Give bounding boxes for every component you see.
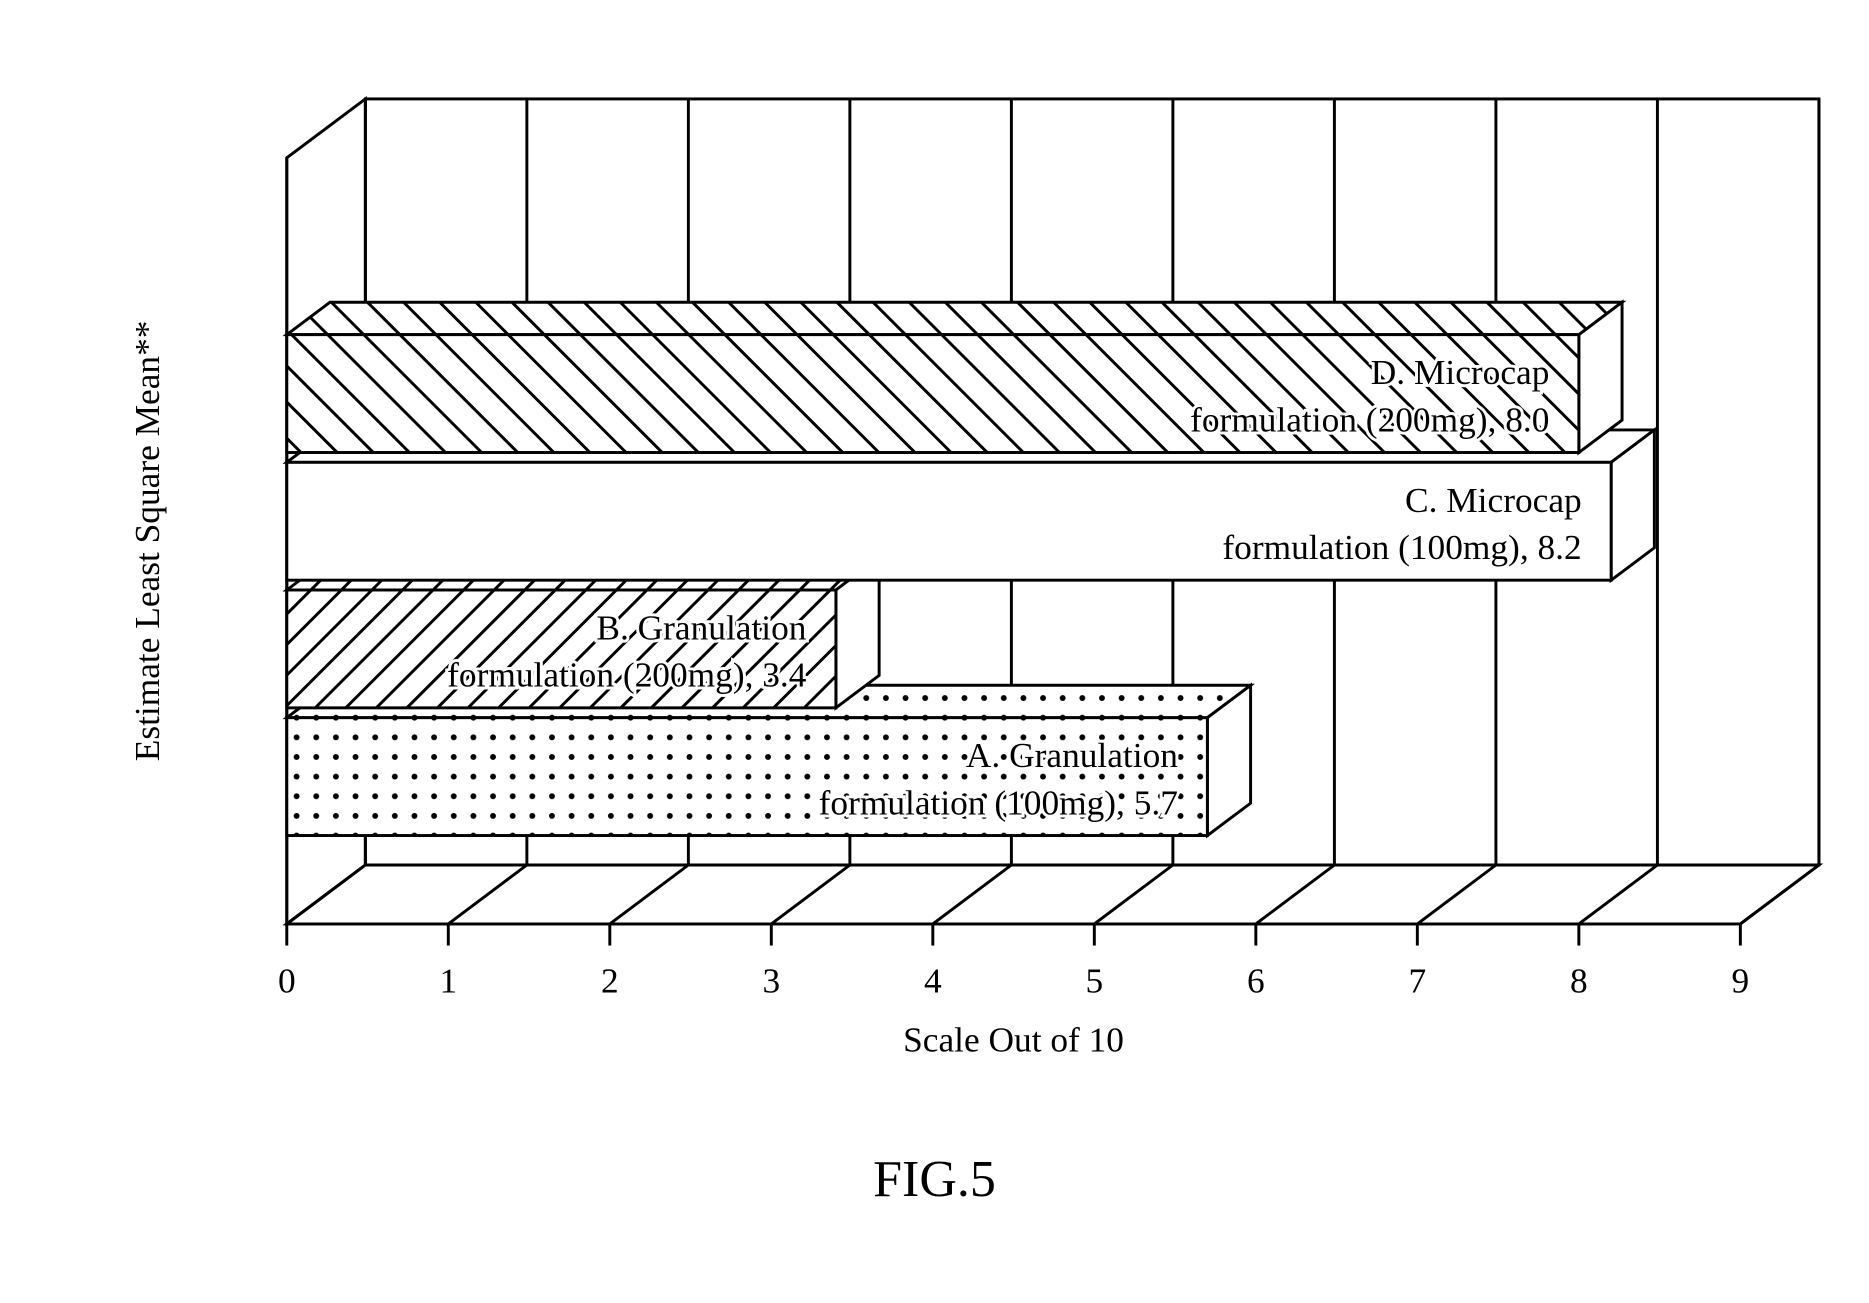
bar-d: D. Microcap formulation (200mg), 8.0 — [286, 302, 1621, 452]
bar-label-line2: formulation (200mg), 8.0 — [1190, 399, 1549, 439]
bar-label-line1: B. Granulation — [596, 608, 806, 648]
bar-label-line2: formulation (200mg), 3.4 — [447, 655, 807, 695]
y-axis-label: Estimate Least Square Mean** — [127, 321, 167, 762]
x-tick-label: 8 — [1570, 961, 1588, 1001]
bar-label-line2: formulation (100mg), 5.7 — [818, 782, 1177, 822]
x-tick-label: 2 — [600, 961, 618, 1001]
x-tick-label: 6 — [1246, 961, 1264, 1001]
x-tick-label: 3 — [762, 961, 780, 1001]
bar-label-line2: formulation (100mg), 8.2 — [1222, 527, 1581, 567]
bar-label-line1: C. Microcap — [1405, 480, 1582, 520]
figure-caption: FIG.5 — [45, 1150, 1825, 1209]
x-tick-label: 4 — [923, 961, 941, 1001]
bar-label-line1: D. Microcap — [1370, 352, 1549, 392]
figure-container: 0 1 2 3 4 5 6 7 8 9 A. Granulation formulation (100… — [45, 40, 1825, 1260]
x-tick-label: 1 — [439, 961, 457, 1001]
x-tick-label: 9 — [1731, 961, 1749, 1001]
x-axis-label: Scale Out of 10 — [903, 1020, 1124, 1060]
x-tick-label: 0 — [277, 961, 295, 1001]
x-tick-label: 5 — [1085, 961, 1103, 1001]
x-tick-label: 7 — [1408, 961, 1426, 1001]
bar-label-line1: A. Granulation — [965, 735, 1177, 775]
bar-chart-3d: 0 1 2 3 4 5 6 7 8 9 A. Granulation formulation (100… — [45, 40, 1825, 1140]
